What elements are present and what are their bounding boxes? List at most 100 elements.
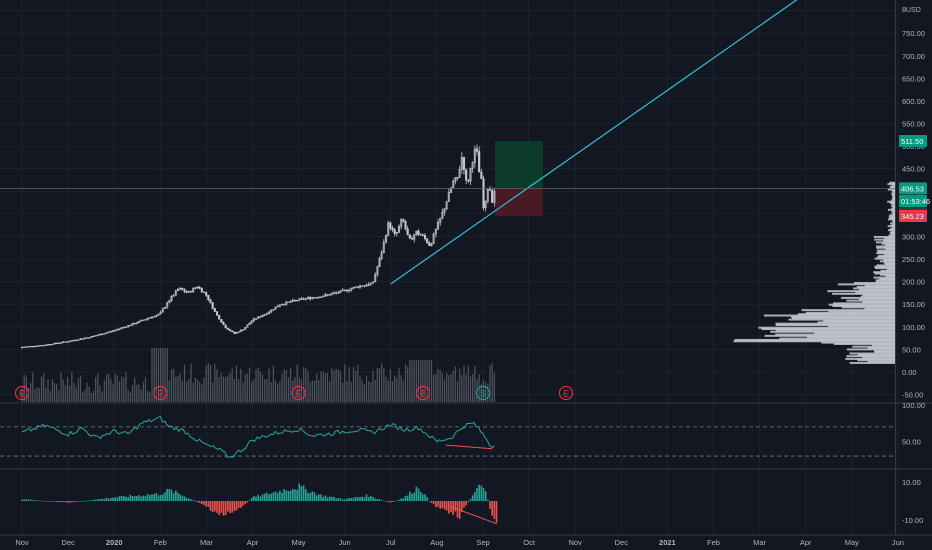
volume-profile-row	[849, 352, 895, 355]
earnings-marker[interactable]: E	[153, 386, 168, 400]
macd-histogram-bar	[233, 501, 236, 511]
candle-body	[231, 330, 234, 333]
volume-profile-row	[827, 325, 895, 328]
rsi-tick-label: 50.00	[902, 437, 921, 446]
volume-bar	[433, 374, 435, 402]
macd-histogram-bar	[201, 501, 203, 505]
volume-profile-row	[874, 265, 895, 268]
drawn-lines[interactable]	[0, 0, 895, 285]
earnings-marker[interactable]: E	[291, 386, 306, 400]
volume-profile-row	[763, 314, 895, 317]
split-marker[interactable]: S	[476, 386, 490, 400]
macd-histogram-bar	[192, 500, 194, 501]
volume-bar	[300, 379, 303, 402]
volume-profile-row	[887, 188, 895, 191]
volume-profile-row	[873, 276, 895, 279]
macd-histogram-bar	[218, 501, 220, 515]
macd-histogram-bar	[292, 489, 294, 501]
macd-histogram-bar	[359, 496, 361, 501]
volume-bar	[84, 389, 86, 402]
volume-profile-row	[889, 202, 895, 205]
candle-body	[157, 313, 160, 316]
price-tick-label: 700.00	[902, 52, 925, 61]
time-tick-label: Mar	[200, 538, 213, 547]
price-axis[interactable]: USD750.00700.00650.00600.00550.00500.004…	[902, 5, 925, 525]
volume-bar	[114, 373, 116, 402]
volume-bar	[183, 364, 186, 402]
volume-bar	[121, 376, 123, 402]
volume-bar	[116, 375, 118, 402]
macd-histogram-bar	[97, 499, 99, 501]
chart-grid	[0, 0, 899, 535]
long-position-tool[interactable]	[494, 140, 543, 217]
volume-profile-row	[892, 206, 895, 209]
earnings-marker[interactable]: E	[558, 386, 573, 400]
time-axis[interactable]: Nov Dec 2020 Feb Mar Apr May Jun Jul Aug Sep Oct Nov…	[15, 538, 904, 547]
candle-body	[77, 339, 80, 341]
target-price-badge-bg	[899, 134, 927, 147]
candle-body	[478, 151, 481, 173]
macd-histogram-bar	[437, 501, 439, 507]
volume-bar	[435, 373, 437, 402]
earnings-marker[interactable]: E	[416, 386, 431, 400]
macd-histogram-bar	[133, 496, 136, 501]
macd-histogram-bar	[220, 501, 223, 513]
macd-histogram-bar	[99, 499, 101, 501]
candle-body	[300, 298, 303, 300]
macd-histogram-bar	[467, 501, 470, 503]
candle-body	[356, 286, 359, 288]
volume-bar	[454, 366, 456, 402]
candle-body	[226, 327, 229, 330]
macd-histogram-bar	[75, 501, 77, 502]
volume-bar	[283, 369, 285, 402]
volume-profile-row	[889, 185, 895, 188]
candle-body	[40, 344, 43, 347]
volume-bar	[277, 383, 279, 402]
currency-label: USD	[906, 7, 921, 14]
volume-profile-row	[892, 221, 895, 224]
candle-body	[172, 294, 175, 297]
macd-histogram-bar	[484, 491, 487, 501]
volume-bar	[242, 382, 244, 402]
candle-body	[315, 297, 318, 299]
earnings-marker[interactable]: E	[15, 386, 29, 400]
macd-histogram-bar	[270, 493, 272, 501]
candle-body	[296, 299, 299, 302]
volume-profile-row	[775, 322, 895, 325]
macd-histogram-bar	[103, 498, 106, 501]
volume-bar	[40, 376, 43, 402]
volume-profile-row	[875, 280, 895, 283]
candle-body	[144, 319, 147, 321]
volume-profile-row	[891, 193, 895, 196]
candle-body	[81, 338, 84, 340]
volume-bar	[294, 376, 296, 402]
stop-loss-zone	[494, 188, 543, 217]
volume-bar	[387, 380, 389, 402]
macd-divergence-line	[450, 506, 498, 525]
macd-histogram-bar	[159, 494, 162, 501]
candle-body	[389, 222, 392, 229]
volume-bar	[38, 388, 40, 402]
macd-histogram-bar	[168, 489, 171, 501]
volume-bar	[372, 370, 374, 402]
countdown-badge: 01:53:46	[901, 197, 930, 206]
macd-histogram-bar	[495, 501, 498, 523]
candle-body	[436, 222, 440, 230]
macd-histogram-bar	[318, 494, 320, 501]
volume-bar	[21, 387, 23, 402]
volume-bar	[493, 372, 495, 402]
volume-profile-row	[892, 195, 895, 198]
volume-bar	[259, 371, 261, 402]
macd-histogram-bar	[435, 501, 437, 508]
volume-bar	[233, 378, 235, 402]
macd-histogram-bar	[417, 488, 420, 501]
volume-profile-row	[770, 330, 895, 333]
volume-bar	[34, 389, 36, 402]
candle-body	[276, 306, 279, 308]
macd-histogram-bar	[374, 498, 376, 501]
candle-body	[62, 341, 65, 343]
macd-histogram-bar	[164, 492, 166, 501]
macd-histogram-bar	[380, 500, 383, 501]
